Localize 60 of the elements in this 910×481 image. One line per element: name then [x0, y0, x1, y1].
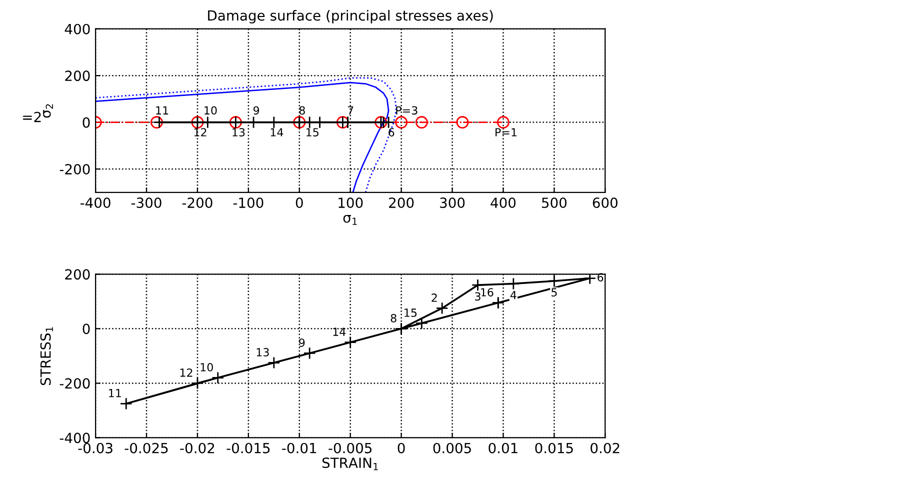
annotation: 11	[156, 106, 168, 114]
annotation: 6	[598, 273, 604, 282]
x-tick-label: 0.02	[590, 442, 620, 454]
annotation: 16	[481, 288, 494, 296]
x-tick-label: 600	[592, 198, 618, 208]
annotation: 8	[390, 314, 396, 322]
x-tick-label: 100	[338, 198, 363, 208]
x-tick-label: -0.02	[180, 442, 214, 454]
annotation: 6	[388, 128, 394, 136]
x-tick-label: 0.01	[488, 442, 518, 454]
annotation: 7	[348, 106, 354, 114]
y-tick-label: 0	[82, 117, 90, 128]
x-axis-title: σ$_{1}$	[343, 215, 357, 225]
x-tick-label: -200	[182, 198, 212, 208]
annotation: 12	[180, 368, 192, 377]
x-tick-label: -100	[233, 198, 264, 208]
y-tick-label: 400	[64, 24, 90, 34]
annotation: 9	[253, 106, 260, 115]
y-axis-title: STRESS$_{1}$	[40, 327, 53, 386]
annotation: P=3	[396, 106, 418, 115]
x-tick-label: 0	[398, 442, 405, 454]
x-tick-label: 300	[440, 198, 465, 208]
annotation: 4	[510, 290, 516, 300]
annotation: 9	[299, 338, 305, 347]
annotation: 15	[306, 128, 318, 136]
annotation: 8	[299, 106, 305, 115]
annotation: P=1	[496, 128, 517, 136]
x-tick-label: -300	[131, 198, 162, 208]
chart-title: Damage surface (principal stresses axes)	[208, 10, 493, 24]
annotation: 10	[204, 106, 217, 115]
x-tick-label: 0	[296, 198, 303, 208]
y-tick-label: 200	[65, 269, 90, 280]
annotation: 14	[333, 328, 346, 336]
y-tick-label: -400	[60, 432, 90, 444]
text: =2	[23, 112, 41, 122]
annotation: 5	[552, 288, 557, 297]
annotation: 3	[475, 292, 480, 301]
annotation: 10	[200, 363, 213, 372]
annotation: 15	[404, 308, 417, 317]
y-tick-label: 0	[82, 324, 90, 334]
annotation: 11	[109, 389, 121, 398]
x-tick-label: 500	[542, 198, 567, 208]
y-tick-label: -200	[60, 378, 90, 389]
x-tick-label: 200	[389, 198, 414, 208]
x-axis-title: STRAIN$_{1}$	[322, 458, 378, 470]
x-tick-label: 0.005	[433, 442, 471, 454]
annotation: 2	[432, 294, 437, 302]
y-tick-label: 200	[65, 70, 90, 82]
annotation: 14	[270, 128, 284, 136]
x-tick-label: 400	[490, 198, 516, 208]
y-axis-title: σ$_{2}$	[43, 104, 53, 118]
x-tick-label: 0.015	[535, 442, 573, 454]
x-tick-label: -0.01	[282, 442, 316, 454]
x-tick-label: -0.03	[78, 442, 112, 454]
x-tick-label: -0.005	[328, 442, 372, 454]
x-tick-label: -0.015	[226, 442, 270, 454]
annotation: 13	[256, 348, 269, 356]
y-tick-label: -200	[60, 164, 90, 175]
annotation: 13	[232, 128, 245, 136]
x-tick-label: -0.025	[124, 442, 168, 454]
